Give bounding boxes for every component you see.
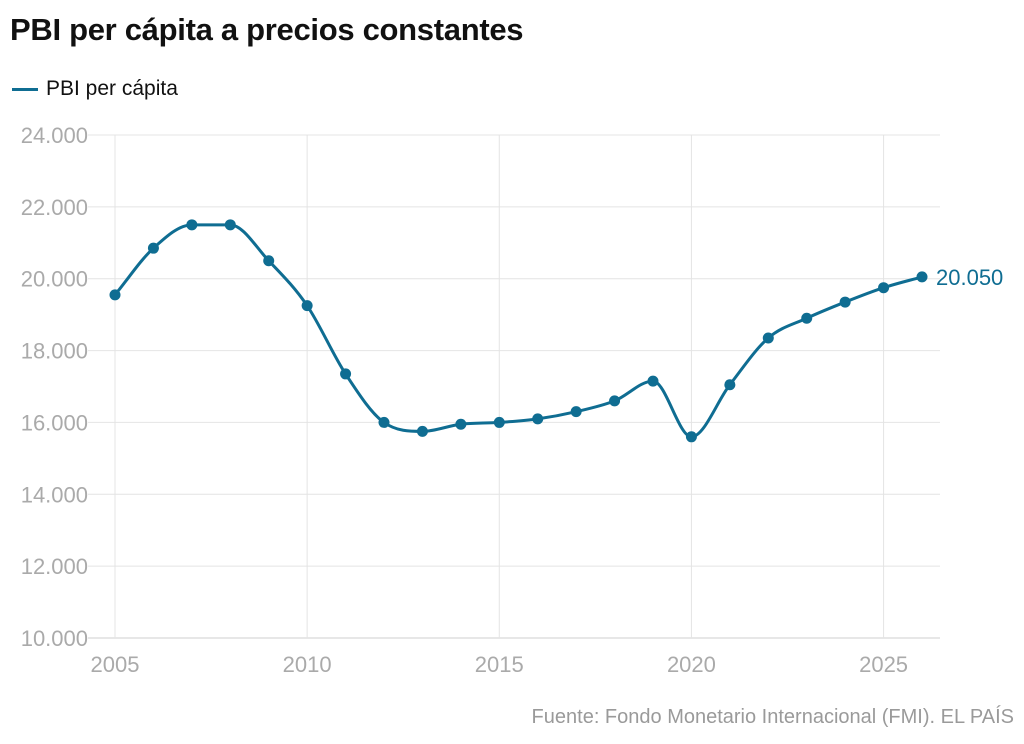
legend-line-swatch bbox=[12, 87, 38, 91]
y-tick-label: 24.000 bbox=[21, 123, 88, 148]
x-axis-ticks: 2005 2010 2015 2020 2025 bbox=[91, 652, 909, 677]
data-point bbox=[455, 418, 467, 430]
data-point bbox=[147, 242, 159, 254]
data-point bbox=[378, 416, 390, 428]
data-point bbox=[109, 289, 121, 301]
source-note: Fuente: Fondo Monetario Internacional (F… bbox=[531, 706, 1014, 728]
y-tick-label: 16.000 bbox=[21, 410, 88, 435]
data-point bbox=[878, 282, 890, 294]
data-point bbox=[186, 219, 198, 231]
data-points bbox=[109, 219, 928, 443]
data-point bbox=[916, 271, 928, 283]
data-point bbox=[724, 379, 736, 391]
data-point bbox=[263, 255, 275, 267]
end-value-label: 20.050 bbox=[936, 265, 1003, 290]
x-tick-label: 2005 bbox=[91, 652, 140, 677]
x-tick-label: 2025 bbox=[859, 652, 908, 677]
x-tick-label: 2010 bbox=[283, 652, 332, 677]
data-point bbox=[609, 395, 621, 407]
y-tick-label: 10.000 bbox=[21, 626, 88, 651]
legend: PBI per cápita bbox=[12, 76, 178, 102]
x-tick-label: 2015 bbox=[475, 652, 524, 677]
data-point bbox=[301, 300, 313, 312]
data-point bbox=[839, 296, 851, 308]
y-tick-label: 14.000 bbox=[21, 482, 88, 507]
legend-label: PBI per cápita bbox=[46, 77, 178, 100]
x-tick-label: 2020 bbox=[667, 652, 716, 677]
data-point bbox=[685, 431, 697, 443]
data-point bbox=[493, 416, 505, 428]
data-point bbox=[224, 219, 236, 231]
series-line-pbi-per-capita bbox=[113, 223, 924, 439]
y-tick-label: 20.000 bbox=[21, 267, 88, 292]
data-point bbox=[532, 413, 544, 425]
y-axis-ticks: 10.000 12.000 14.000 16.000 18.000 20.000 22.0… bbox=[21, 123, 88, 651]
data-point bbox=[647, 375, 659, 387]
chart-title: PBI per cápita a precios constantes bbox=[10, 12, 524, 47]
data-point bbox=[801, 312, 813, 324]
gridlines bbox=[88, 134, 940, 639]
y-tick-label: 18.000 bbox=[21, 339, 88, 364]
data-point bbox=[416, 425, 428, 437]
data-point bbox=[340, 368, 352, 380]
data-point bbox=[570, 406, 582, 418]
y-tick-label: 22.000 bbox=[21, 195, 88, 220]
data-point bbox=[762, 332, 774, 344]
y-tick-label: 12.000 bbox=[21, 554, 88, 579]
